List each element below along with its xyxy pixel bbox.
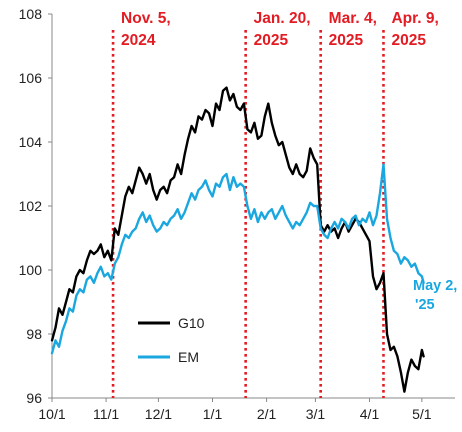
event-annotation-line2: 2025 xyxy=(329,32,364,49)
end-label-line1: May 2, xyxy=(413,278,457,294)
x-tick-label: 4/1 xyxy=(360,406,380,422)
y-tick-labels: 96 98 100 102 104 106 108 xyxy=(19,6,52,406)
x-tick-label: 5/1 xyxy=(412,406,432,422)
end-label-line2: '25 xyxy=(415,297,435,313)
y-tick-label: 106 xyxy=(19,70,43,86)
legend: G10 EM xyxy=(138,315,205,365)
x-tick-label: 3/1 xyxy=(306,406,326,422)
y-tick-label: 98 xyxy=(26,326,42,342)
series-line-g10 xyxy=(50,86,425,393)
event-lines xyxy=(111,30,385,398)
y-tick-label: 96 xyxy=(26,390,42,406)
event-annotation-line2: 2025 xyxy=(391,32,426,49)
event-annotation-line2: 2024 xyxy=(121,32,156,49)
x-tick-label: 10/1 xyxy=(38,406,65,422)
x-tick-label: 11/1 xyxy=(93,406,119,422)
legend-label-em: EM xyxy=(178,349,199,365)
y-tick-label: 104 xyxy=(19,134,43,150)
x-tick-label: 1/1 xyxy=(203,406,223,422)
event-annotation-line1: Jan. 20, xyxy=(254,10,311,27)
x-tick-label: 2/1 xyxy=(257,406,277,422)
y-tick-label: 100 xyxy=(19,262,43,278)
event-annotation-line2: 2025 xyxy=(254,32,289,49)
x-tick-labels: 10/1 11/1 12/1 1/1 2/1 3/1 4/1 5/1 xyxy=(38,398,432,422)
legend-label-g10: G10 xyxy=(178,315,205,331)
event-annotation-line1: Mar. 4, xyxy=(329,10,377,27)
series-line-em xyxy=(50,163,425,355)
event-annotation-line1: Nov. 5, xyxy=(121,10,171,27)
end-label: May 2, '25 xyxy=(413,278,457,313)
y-tick-label: 102 xyxy=(19,198,43,214)
y-tick-label: 108 xyxy=(19,6,43,22)
x-tick-label: 12/1 xyxy=(145,406,172,422)
event-annotations: Nov. 5, 2024 Jan. 20, 2025 Mar. 4, 2025 Apr. 9… xyxy=(121,10,439,49)
event-annotation-line1: Apr. 9, xyxy=(391,10,438,27)
series-lines xyxy=(50,86,425,393)
